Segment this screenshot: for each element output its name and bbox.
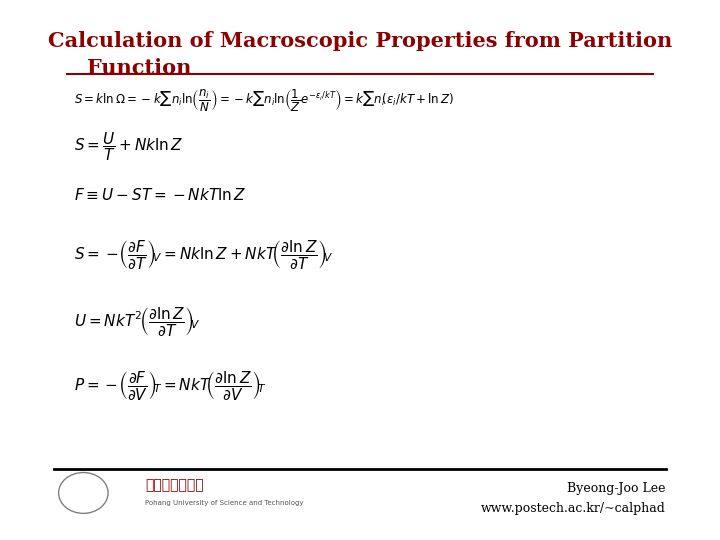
Text: Byeong-Joo Lee: Byeong-Joo Lee xyxy=(567,482,666,495)
Text: www.postech.ac.kr/~calphad: www.postech.ac.kr/~calphad xyxy=(481,502,666,515)
Text: $U = NkT^2\!\left(\dfrac{\partial\ln Z}{\partial T}\right)_{\!\!V}$: $U = NkT^2\!\left(\dfrac{\partial\ln Z}{… xyxy=(73,305,200,338)
Text: 포항공과대학교: 포항공과대학교 xyxy=(145,478,204,492)
Text: $P = -\!\left(\dfrac{\partial F}{\partial V}\right)_{\!\!T} = NkT\!\left(\dfrac{: $P = -\!\left(\dfrac{\partial F}{\partia… xyxy=(73,369,266,402)
Text: $S = \dfrac{U}{T} + Nk\ln Z$: $S = \dfrac{U}{T} + Nk\ln Z$ xyxy=(73,130,183,163)
Text: $S = k\ln\Omega = -k\sum n_i \ln\!\left(\dfrac{n_i}{N}\right) = -k\sum n_i \ln\!: $S = k\ln\Omega = -k\sum n_i \ln\!\left(… xyxy=(73,89,454,114)
Text: Pohang University of Science and Technology: Pohang University of Science and Technol… xyxy=(145,500,304,506)
Text: $S = -\!\left(\dfrac{\partial F}{\partial T}\right)_{\!\!V} = Nk\ln Z + NkT\!\le: $S = -\!\left(\dfrac{\partial F}{\partia… xyxy=(73,238,333,271)
Text: Calculation of Macroscopic Properties from Partition: Calculation of Macroscopic Properties fr… xyxy=(48,31,672,51)
Text: Function: Function xyxy=(86,58,191,78)
Text: $F \equiv U - ST = -NkT\ln Z$: $F \equiv U - ST = -NkT\ln Z$ xyxy=(73,187,246,202)
